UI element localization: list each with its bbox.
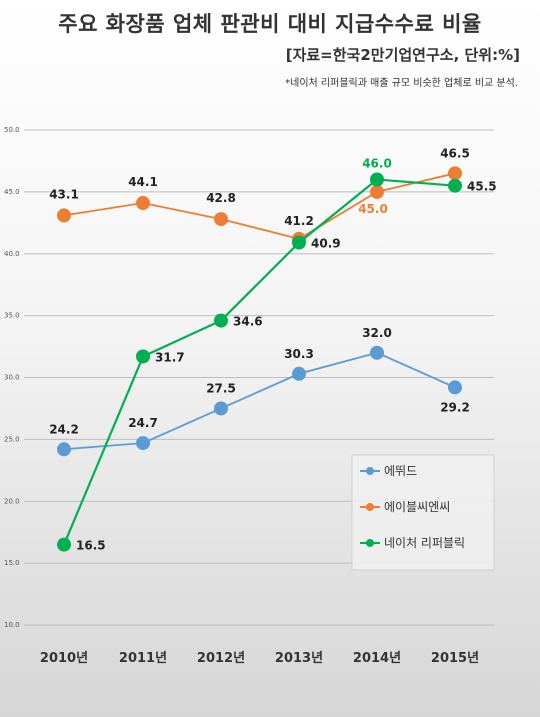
y-tick-label: 40.0	[4, 250, 20, 258]
series-point	[214, 212, 228, 227]
series-point	[448, 380, 462, 395]
grid-layer	[24, 129, 494, 626]
data-label: 29.2	[440, 400, 470, 414]
x-tick-layer: 2010년 2011년 2012년 2013년 2014년 2015년	[40, 651, 479, 666]
series-point	[292, 366, 306, 381]
data-label: 24.7	[128, 416, 158, 430]
data-label: 44.1	[128, 175, 158, 189]
series-point	[136, 436, 150, 451]
data-label: 32.0	[362, 326, 392, 340]
data-label: 42.8	[206, 191, 236, 205]
series-point	[136, 196, 150, 211]
series-point	[136, 349, 150, 364]
series-layer	[57, 166, 462, 552]
series-point	[448, 166, 462, 181]
data-label: 30.3	[284, 347, 314, 361]
x-tick-label: 2014년	[353, 651, 401, 666]
y-tick-label: 15.0	[4, 559, 20, 567]
data-label: 45.0	[358, 202, 388, 216]
y-tick-layer: 10.0 15.0 20.0 25.0 30.0 35.0 40.0 45.0 50.0	[4, 126, 20, 629]
x-tick-label: 2015년	[431, 651, 479, 666]
series-1	[57, 166, 462, 246]
data-label: 40.9	[311, 237, 341, 251]
legend-marker-1	[366, 503, 374, 511]
series-point	[448, 178, 462, 193]
series-2	[57, 172, 462, 552]
data-label: 46.0	[362, 157, 392, 171]
legend-label-0: 에뛰드	[384, 464, 417, 478]
y-tick-label: 20.0	[4, 497, 20, 505]
y-tick-label: 50.0	[4, 126, 20, 134]
data-label: 41.2	[284, 214, 314, 228]
data-label: 45.5	[467, 180, 497, 194]
x-tick-label: 2012년	[197, 651, 245, 666]
x-tick-label: 2010년	[40, 651, 88, 666]
data-label: 16.5	[76, 539, 106, 553]
series-point	[214, 401, 228, 416]
legend-label-1: 에이블씨엔씨	[384, 500, 450, 514]
series-line-1	[63, 172, 456, 240]
data-label-layer: 24.2 24.7 27.5 30.3 32.0 29.2 43.1 44.1 42.8 41.2…	[49, 146, 496, 552]
series-line-0	[63, 351, 456, 451]
data-label: 31.7	[155, 350, 185, 364]
y-tick-label: 10.0	[4, 621, 20, 629]
chart-title: 주요 화장품 업체 판관비 대비 지급수수료 비율	[58, 12, 482, 36]
data-label: 43.1	[49, 187, 79, 201]
legend-label-2: 네이처 리퍼블릭	[384, 536, 465, 550]
data-label: 24.2	[49, 422, 79, 436]
y-tick-label: 45.0	[4, 188, 20, 196]
series-line-2	[62, 178, 456, 545]
legend-box	[351, 454, 495, 571]
legend-marker-0	[366, 467, 374, 475]
series-point	[370, 172, 384, 187]
data-label: 46.5	[440, 146, 470, 160]
chart-note: *네이처 리퍼블릭과 매출 규모 비슷한 업체로 비교 분석.	[285, 78, 518, 89]
y-tick-label: 30.0	[4, 374, 20, 382]
series-point	[370, 184, 384, 199]
series-point	[370, 345, 384, 360]
legend-marker-2	[366, 539, 374, 547]
series-point	[292, 235, 306, 250]
data-label: 27.5	[206, 381, 236, 395]
data-label: 34.6	[233, 315, 263, 329]
series-point	[57, 442, 71, 457]
series-point	[57, 208, 71, 223]
series-0	[57, 345, 462, 457]
y-tick-label: 25.0	[4, 435, 20, 443]
series-point	[57, 537, 71, 552]
y-tick-label: 35.0	[4, 312, 20, 320]
x-tick-label: 2011년	[119, 651, 167, 666]
x-tick-label: 2013년	[275, 651, 323, 666]
chart-source: [자료=한국2만기업연구소, 단위:%]	[285, 46, 520, 64]
series-point	[214, 313, 228, 328]
